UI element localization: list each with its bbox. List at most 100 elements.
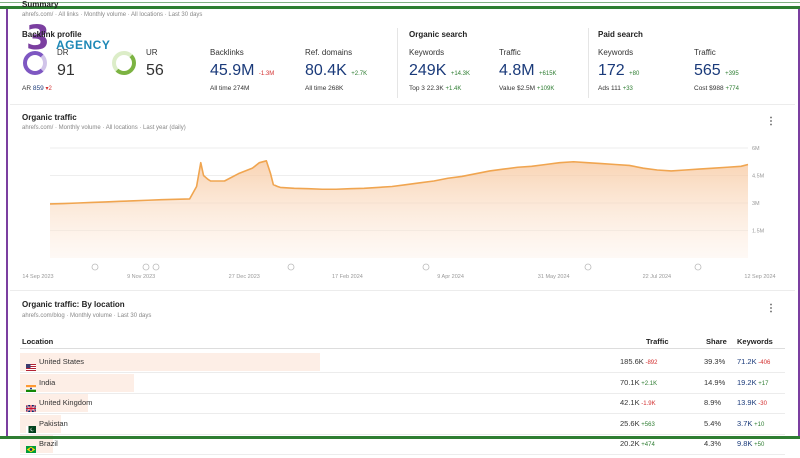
frame-line-right <box>798 9 800 436</box>
ps-ads: Ads 111 +33 <box>598 85 633 92</box>
keywords-cell: 9.8K +50 <box>737 439 764 448</box>
os-keywords-label[interactable]: Keywords <box>409 48 445 57</box>
backlinks-change: -1.3M <box>258 71 275 77</box>
ar-change: ▾2 <box>45 86 52 92</box>
frame-line-top-thin <box>0 2 800 3</box>
keywords-value[interactable]: 71.2K <box>737 357 757 366</box>
country-name[interactable]: United Kingdom <box>39 398 93 407</box>
keywords-value[interactable]: 9.8K <box>737 439 753 448</box>
table-row[interactable]: India 70.1K +2.1K 14.9% 19.2K +17 <box>20 373 785 394</box>
x-tick-label: 31 May 2024 <box>538 274 570 280</box>
traffic-value[interactable]: 70.1K <box>620 377 640 387</box>
ar-value[interactable]: 859 <box>32 85 44 92</box>
row-divider <box>20 454 785 455</box>
share-value: 8.9% <box>704 398 722 407</box>
y-tick-label: 4.5M <box>752 174 765 180</box>
ps-traffic-label[interactable]: Traffic <box>694 48 716 57</box>
traffic-cell: 70.1K +2.1K <box>620 378 657 387</box>
uk-flag-icon <box>25 399 37 413</box>
row-divider <box>20 433 785 435</box>
organic-traffic-filters[interactable]: ahrefs.com/ · Monthly volume · All locat… <box>22 125 186 131</box>
ur-label[interactable]: UR <box>146 48 158 57</box>
refdomains-label[interactable]: Ref. domains <box>305 48 353 57</box>
table-row[interactable]: Pakistan 25.6K +563 5.4% 3.7K +10 <box>20 414 785 435</box>
share-bar <box>20 373 134 392</box>
country-name[interactable]: Pakistan <box>39 418 68 428</box>
dr-label[interactable]: DR <box>57 48 69 57</box>
by-location-filters[interactable]: ahrefs.com/blog · Monthly volume · Last … <box>22 313 152 319</box>
divider <box>397 28 398 98</box>
os-keywords-value[interactable]: 249K <box>409 62 447 79</box>
share-value: 14.9% <box>704 377 726 387</box>
traffic-change: +2.1K <box>639 380 658 387</box>
traffic-value[interactable]: 25.6K <box>620 418 640 428</box>
os-value-change: +109K <box>536 86 555 92</box>
summary-filters[interactable]: ahrefs.com/ · All links · Monthly volume… <box>22 12 203 18</box>
os-keywords-change: +14.3K <box>450 71 471 77</box>
backlinks-value[interactable]: 45.9M <box>210 62 255 79</box>
table-row[interactable]: United Kingdom 42.1K -1.9K 8.9% 13.9K -30 <box>20 393 785 414</box>
os-traffic-value[interactable]: 4.8M <box>499 62 535 79</box>
row-divider <box>20 392 785 394</box>
by-location-title: Organic traffic: By location <box>22 300 125 309</box>
ps-ads-text: Ads 111 <box>598 85 621 92</box>
y-tick-label: 6M <box>752 146 760 152</box>
refdomains-metric: 80.4K +2.7K <box>305 62 367 80</box>
organic-search-title: Organic search <box>409 30 468 39</box>
os-traffic-label[interactable]: Traffic <box>499 48 521 57</box>
row-divider <box>20 413 785 414</box>
keywords-change: -406 <box>756 360 771 366</box>
keywords-value[interactable]: 19.2K <box>737 377 757 387</box>
x-tick-label: 22 Jul 2024 <box>643 274 671 280</box>
country-name[interactable]: Brazil <box>39 439 58 448</box>
table-menu-icon[interactable]: ⋮ <box>766 303 776 314</box>
ps-cost-text: Cost $988 <box>694 85 724 92</box>
in-flag-icon <box>26 379 36 392</box>
col-header-traffic[interactable]: Traffic <box>646 337 669 346</box>
summary-title: Summary <box>22 0 59 9</box>
country-name[interactable]: United States <box>39 357 85 366</box>
os-top3-text: Top 3 22.3K <box>409 85 444 92</box>
dr-ring-icon <box>23 51 47 75</box>
refdomains-alltime: All time 268K <box>305 85 344 92</box>
traffic-change: -1.9K <box>639 401 656 407</box>
traffic-cell: 20.2K +474 <box>620 439 655 448</box>
share-bar <box>20 353 320 371</box>
chart-menu-icon[interactable]: ⋮ <box>766 116 776 127</box>
x-tick-label: 27 Dec 2023 <box>229 274 260 280</box>
ps-keywords-label[interactable]: Keywords <box>598 48 634 57</box>
chart-area-series <box>49 160 749 258</box>
ur-ring-icon <box>112 51 136 75</box>
col-header-location[interactable]: Location <box>22 337 54 346</box>
organic-traffic-title: Organic traffic <box>22 113 77 122</box>
share-value: 5.4% <box>704 418 722 428</box>
traffic-change: +563 <box>639 421 655 428</box>
traffic-value[interactable]: 42.1K <box>620 398 640 407</box>
ar-label: AR <box>22 85 32 92</box>
ur-value: 56 <box>146 62 164 79</box>
ps-cost-change: +774 <box>725 86 739 92</box>
traffic-value[interactable]: 20.2K <box>620 439 640 448</box>
br-flag-icon <box>26 440 36 453</box>
backlinks-metric: 45.9M -1.3M <box>210 62 274 80</box>
annotation-marker-icon <box>91 263 99 271</box>
country-name[interactable]: India <box>39 377 56 387</box>
agency-logo-digit: 3 <box>26 18 50 58</box>
os-traffic-change: +615K <box>539 71 557 77</box>
traffic-value[interactable]: 185.6K <box>620 357 644 366</box>
os-value: Value $2.5M +109K <box>499 85 554 92</box>
ps-keywords-value[interactable]: 172 <box>598 62 625 79</box>
frame-line-top <box>0 6 800 9</box>
keywords-value[interactable]: 13.9K <box>737 398 757 407</box>
backlinks-label[interactable]: Backlinks <box>210 48 244 57</box>
refdomains-value[interactable]: 80.4K <box>305 62 347 79</box>
ps-traffic-value[interactable]: 565 <box>694 62 721 79</box>
keywords-cell: 19.2K +17 <box>737 378 768 387</box>
chart-y-axis: 6M 4.5M 3M 1.5M <box>752 146 765 235</box>
table-row[interactable]: United States 185.6K -892 39.3% 71.2K -406 <box>20 352 785 373</box>
col-header-share[interactable]: Share <box>706 337 727 346</box>
area-line <box>49 160 749 205</box>
keywords-value[interactable]: 3.7K <box>737 418 753 428</box>
col-header-keywords[interactable]: Keywords <box>737 337 773 346</box>
ps-traffic-metric: 565 +395 <box>694 62 739 80</box>
